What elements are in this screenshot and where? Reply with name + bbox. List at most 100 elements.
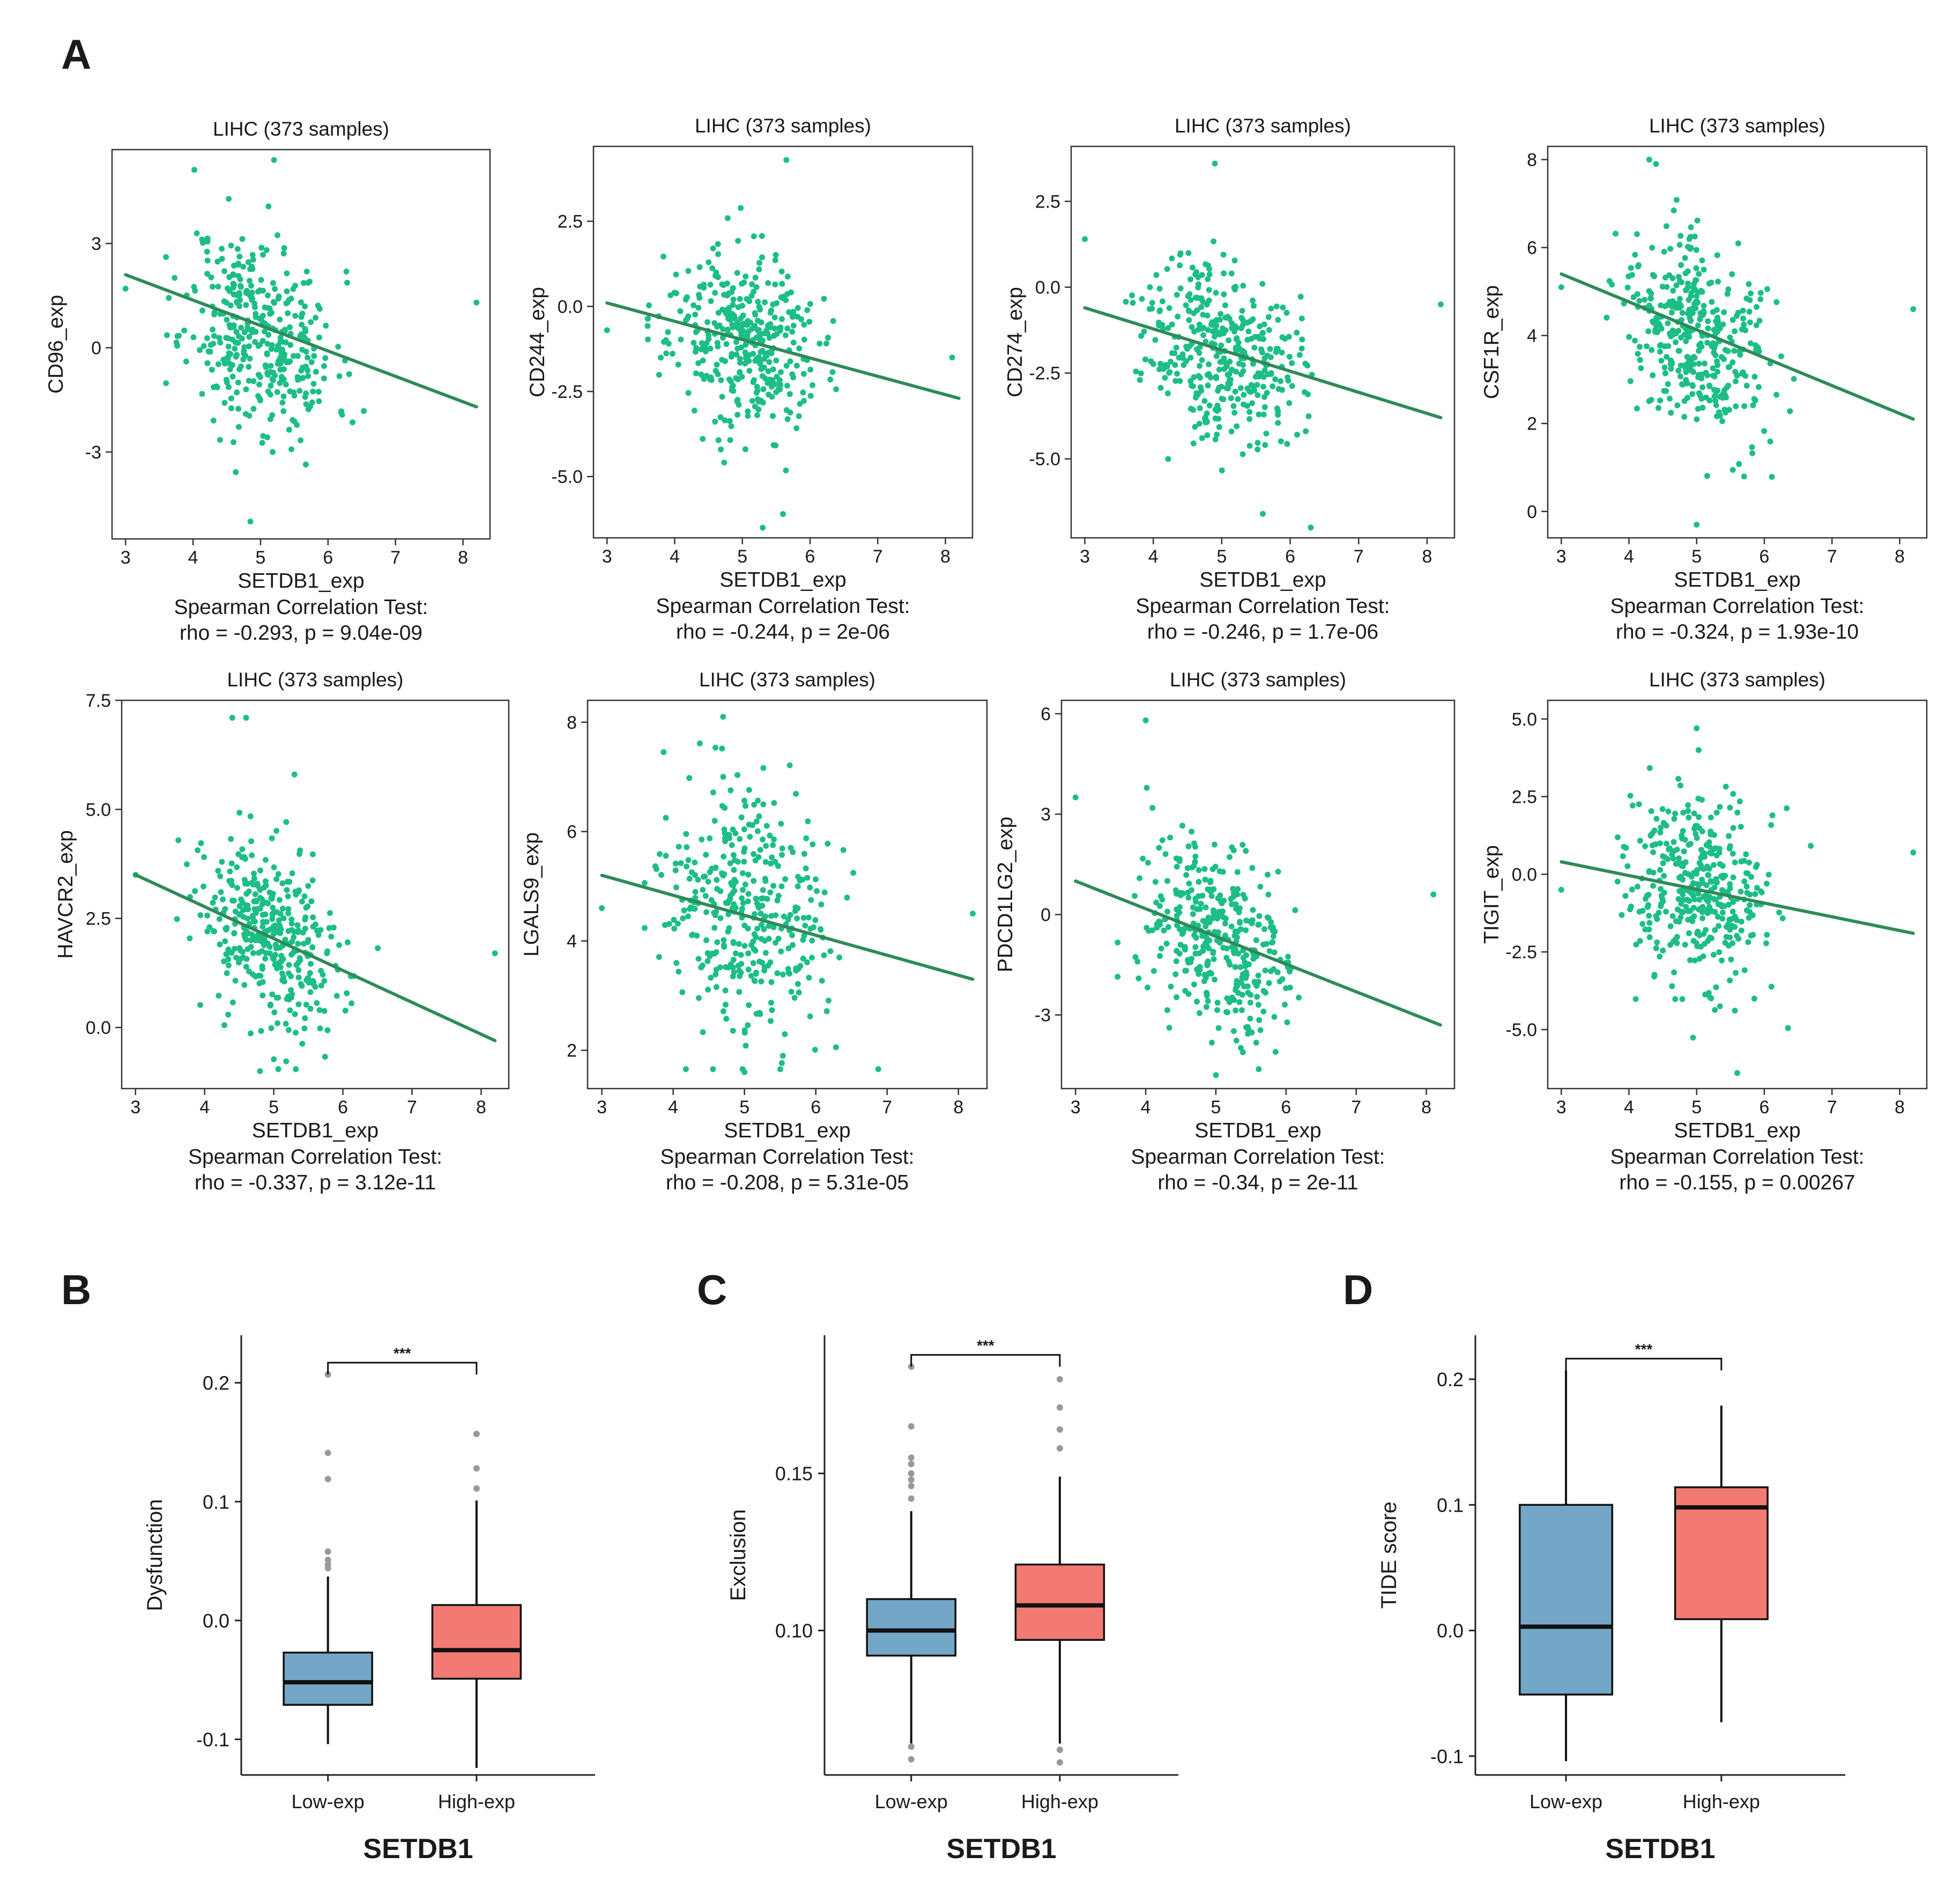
data-point [773, 442, 779, 449]
data-point [729, 310, 736, 317]
data-point [1707, 815, 1714, 820]
data-point [1204, 432, 1211, 439]
y-tick-label: 3 [91, 234, 101, 254]
data-point [1764, 931, 1770, 938]
data-point [707, 282, 714, 288]
data-point [287, 358, 293, 365]
data-point [1632, 996, 1639, 1002]
data-point [1269, 939, 1276, 945]
x-tick-label: 4 [1141, 1097, 1151, 1118]
data-point [309, 400, 315, 405]
data-point [728, 880, 734, 886]
data-point [1714, 368, 1721, 375]
data-point [330, 924, 337, 931]
data-point [1195, 391, 1201, 397]
data-point [1254, 440, 1261, 446]
data-point [727, 961, 734, 967]
data-point [1168, 359, 1174, 365]
data-point [1558, 886, 1564, 893]
data-point [1649, 347, 1655, 353]
stat-result-label: rho = -0.244, p = 2e-06 [676, 620, 890, 643]
data-point [267, 369, 273, 375]
data-point [1229, 901, 1235, 907]
data-point [731, 867, 737, 873]
data-point [190, 334, 197, 341]
data-point [1213, 317, 1220, 323]
data-point [770, 366, 776, 373]
data-point [1695, 406, 1701, 412]
data-point [1157, 360, 1164, 367]
data-point [1249, 317, 1255, 324]
data-point [658, 872, 664, 878]
data-point [1191, 840, 1197, 847]
data-point [800, 915, 807, 921]
data-point [1234, 869, 1241, 875]
data-point [1660, 898, 1666, 905]
data-point [236, 366, 243, 373]
data-point [172, 275, 178, 281]
data-point [224, 970, 230, 977]
data-point [809, 955, 815, 961]
data-point [599, 905, 605, 911]
data-point [770, 413, 776, 419]
data-point [1165, 325, 1171, 331]
data-point [644, 323, 651, 329]
data-point [1189, 828, 1195, 835]
data-point [1230, 1028, 1237, 1034]
data-point [1279, 350, 1285, 356]
data-point [1740, 325, 1747, 331]
data-point [1249, 865, 1256, 871]
data-point [742, 881, 748, 887]
data-point [1239, 1007, 1245, 1014]
data-point [1758, 888, 1764, 894]
data-point [232, 978, 239, 984]
data-point [1711, 345, 1717, 352]
data-point [1709, 299, 1715, 305]
y-tick-label: 4 [1527, 326, 1537, 346]
significance-label: *** [394, 1345, 411, 1362]
data-point [1237, 964, 1244, 970]
data-point [772, 257, 778, 263]
data-point [1727, 977, 1733, 983]
data-point [696, 264, 703, 270]
data-point [770, 924, 777, 930]
data-point [1158, 945, 1164, 952]
y-tick-label: 0.0 [86, 1018, 111, 1038]
data-point [768, 913, 775, 919]
data-point [1196, 971, 1202, 977]
data-point [1230, 847, 1237, 854]
data-point [692, 889, 699, 895]
data-point [1714, 329, 1720, 335]
data-point [492, 950, 498, 957]
y-tick-label: 0.0 [1035, 278, 1060, 298]
data-point [1696, 897, 1703, 903]
data-point [1637, 938, 1643, 944]
data-point [344, 990, 350, 996]
data-point [748, 973, 754, 979]
data-point [1729, 908, 1736, 915]
data-point [786, 391, 793, 397]
data-point [756, 266, 762, 272]
data-point [790, 312, 796, 318]
data-point [1746, 281, 1752, 287]
data-point [763, 823, 770, 829]
chart-title: LIHC (373 samples) [1649, 115, 1825, 137]
data-point [272, 961, 278, 968]
data-point [1636, 298, 1643, 304]
data-point [1657, 867, 1664, 873]
data-point [1194, 966, 1200, 972]
data-point [1629, 886, 1635, 893]
data-point [1199, 435, 1205, 441]
data-point [715, 274, 721, 280]
data-point [827, 948, 834, 955]
data-point [1185, 894, 1192, 901]
data-point [1757, 290, 1764, 296]
data-point [701, 376, 707, 382]
data-point [1262, 442, 1268, 448]
data-point [1192, 950, 1199, 957]
significance-bracket [1565, 1358, 1723, 1371]
data-point [1260, 1008, 1267, 1015]
data-point [1227, 358, 1233, 365]
data-point [315, 932, 322, 938]
